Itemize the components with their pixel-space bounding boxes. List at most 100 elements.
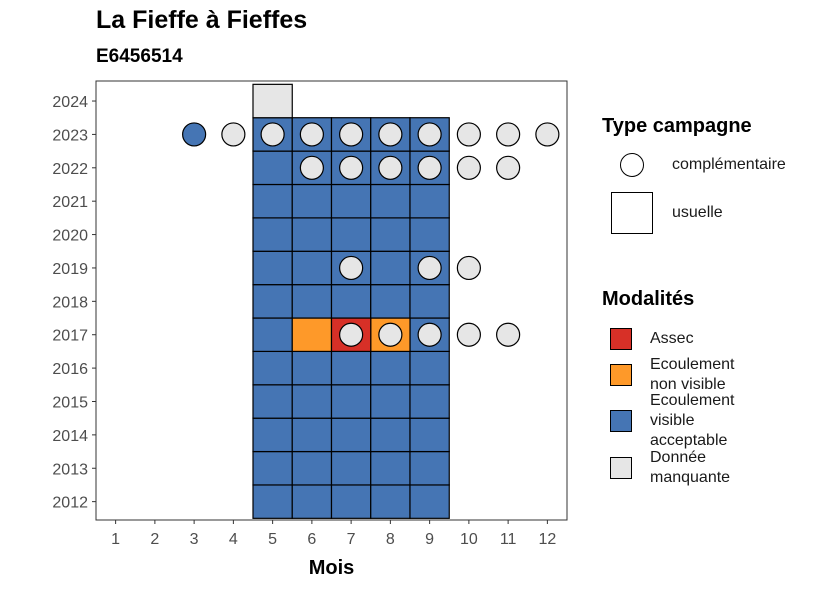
tile-mark — [252, 83, 293, 119]
tile-mark — [370, 350, 411, 386]
circle-mark — [260, 122, 285, 147]
tile-mark — [370, 183, 411, 219]
legend-mod-label: Assec — [650, 329, 694, 349]
tile-mark — [291, 217, 333, 252]
legend-mod-label-line: Donnée — [650, 449, 707, 466]
tile-mark — [370, 284, 411, 319]
x-tick-label: 6 — [307, 531, 316, 548]
legend-square-icon — [611, 192, 653, 234]
tile-mark — [330, 384, 372, 419]
legend-mod-label: Ecoulement visible acceptable — [650, 391, 735, 451]
y-tick-label: 2023 — [52, 127, 88, 144]
legend-mod-label-line: Assec — [650, 330, 694, 347]
legend-mod-title: Modalités — [602, 288, 695, 310]
tile-mark — [291, 284, 333, 319]
tile-mark — [409, 350, 450, 386]
x-tick-label: 3 — [190, 531, 199, 548]
x-tick-label: 10 — [460, 531, 478, 548]
y-tick-label: 2024 — [52, 94, 88, 111]
tile-mark — [409, 384, 450, 419]
y-tick-label: 2019 — [52, 261, 88, 278]
y-tick-label: 2016 — [52, 361, 88, 378]
circle-mark — [496, 155, 521, 180]
circle-mark — [339, 155, 364, 180]
legend-type-title: Type campagne — [602, 115, 752, 137]
tile-mark — [330, 350, 372, 386]
tile-mark — [252, 450, 293, 486]
tile-mark — [252, 150, 293, 186]
tile-mark — [409, 450, 450, 486]
circle-mark — [378, 322, 403, 347]
circle-mark — [221, 122, 246, 147]
circle-mark — [417, 155, 442, 180]
y-tick-label: 2021 — [52, 194, 88, 211]
x-tick-label: 11 — [500, 531, 517, 548]
legend-swatch-visible — [610, 410, 632, 432]
x-tick-label: 8 — [386, 531, 395, 548]
x-tick-label: 9 — [425, 531, 434, 548]
legend-mod-label: Ecoulement non visible — [650, 355, 735, 395]
x-tick-label: 1 — [111, 531, 120, 548]
circle-mark — [378, 155, 403, 180]
circle-mark — [417, 122, 442, 147]
y-tick-label: 2013 — [52, 461, 88, 478]
circle-mark — [299, 155, 324, 180]
circle-mark — [456, 155, 481, 180]
legend-mod-label: Donnée manquante — [650, 448, 730, 488]
legend-circle-icon — [620, 153, 644, 177]
legend-swatch-assec — [610, 328, 632, 350]
tile-mark — [330, 284, 372, 319]
legend-mod-label-line: visible — [650, 412, 695, 429]
tile-mark — [291, 317, 333, 353]
tile-mark — [330, 484, 372, 519]
tile-mark — [409, 484, 450, 519]
tile-mark — [370, 450, 411, 486]
y-tick-label: 2015 — [52, 394, 88, 411]
legend-mod-label-line: manquante — [650, 469, 731, 486]
tile-mark — [291, 350, 333, 386]
circle-mark — [182, 122, 207, 147]
y-tick-label: 2022 — [52, 161, 88, 178]
tile-mark — [370, 384, 411, 419]
tile-mark — [291, 183, 333, 219]
circle-mark — [339, 255, 364, 281]
tile-mark — [252, 350, 293, 386]
circle-mark — [456, 255, 481, 281]
legend-type-label: complémentaire — [672, 156, 786, 173]
legend-mod-label-line: acceptable — [650, 432, 728, 449]
tile-mark — [409, 183, 450, 219]
tile-mark — [330, 217, 372, 252]
tile-mark — [370, 250, 411, 286]
legend-type-label: usuelle — [672, 204, 723, 221]
x-tick-label: 7 — [347, 531, 356, 548]
circle-mark — [299, 122, 324, 147]
chart-title: La Fieffe à Fieffes — [96, 6, 308, 34]
tile-mark — [252, 250, 293, 286]
legend-swatch-manquante — [610, 457, 632, 479]
y-tick-label: 2018 — [52, 294, 88, 311]
tile-mark — [252, 384, 293, 419]
circle-mark — [496, 322, 521, 347]
tile-mark — [252, 183, 293, 219]
tile-mark — [330, 417, 372, 453]
x-axis-title: Mois — [309, 557, 355, 579]
tile-mark — [409, 217, 450, 252]
circle-mark — [456, 322, 481, 347]
legend-mod-label-line: Ecoulement — [650, 392, 735, 409]
circle-mark — [378, 122, 403, 147]
tile-mark — [252, 217, 293, 252]
tile-mark — [252, 417, 293, 453]
tile-mark — [330, 183, 372, 219]
circle-mark — [339, 122, 364, 147]
legend-mod-label-line: non visible — [650, 376, 726, 393]
x-tick-label: 4 — [229, 531, 238, 548]
circle-mark — [456, 122, 481, 147]
circle-mark — [496, 122, 521, 147]
tile-mark — [291, 450, 333, 486]
x-tick-label: 5 — [268, 531, 277, 548]
circle-mark — [339, 322, 364, 347]
tile-mark — [252, 484, 293, 519]
circle-mark — [535, 122, 560, 147]
circle-mark — [417, 255, 442, 281]
